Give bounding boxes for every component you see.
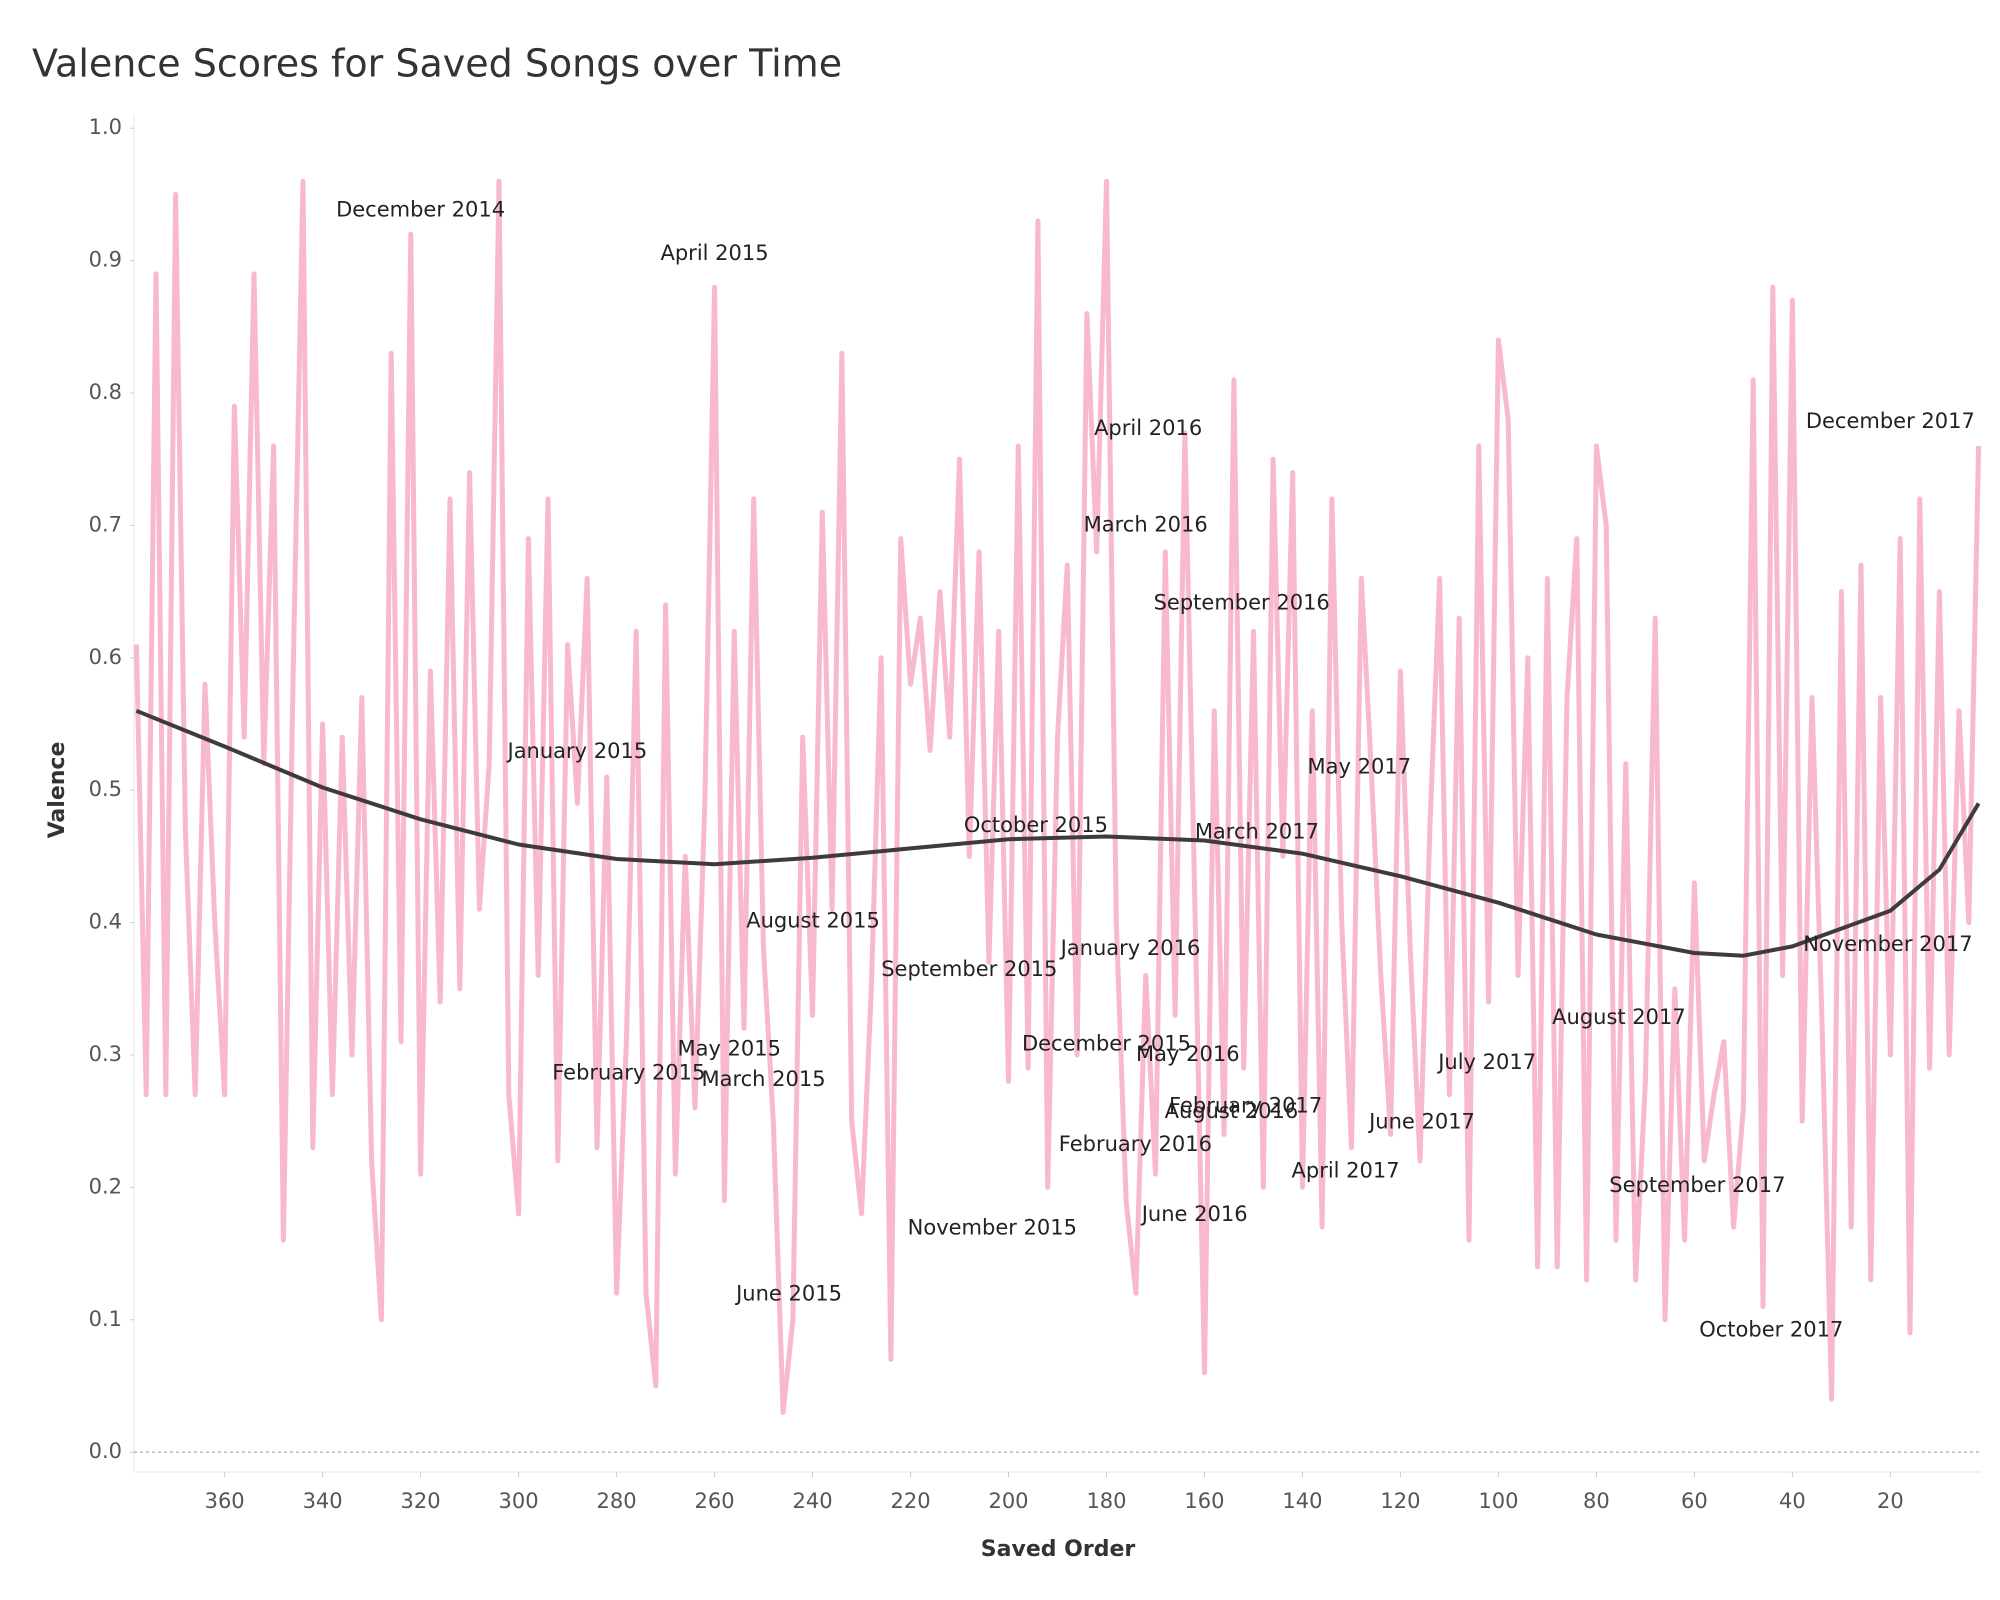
x-tick-label: 200 <box>988 1489 1028 1513</box>
annotation: October 2017 <box>1699 1317 1843 1341</box>
x-tick-label: 140 <box>1282 1489 1322 1513</box>
x-tick-label: 240 <box>792 1489 832 1513</box>
valence-line <box>133 178 1982 1415</box>
annotation: April 2016 <box>1094 416 1202 440</box>
annotation: August 2017 <box>1552 1005 1686 1029</box>
annotation: April 2015 <box>660 241 768 265</box>
annotation: January 2016 <box>1059 936 1201 960</box>
x-tick-label: 320 <box>401 1489 441 1513</box>
chart-title: Valence Scores for Saved Songs over Time <box>32 42 842 86</box>
annotation: February 2015 <box>552 1061 705 1085</box>
annotation: March 2016 <box>1084 512 1208 536</box>
x-tick-label: 160 <box>1184 1489 1224 1513</box>
annotation: November 2017 <box>1803 932 1972 956</box>
x-tick-label: 260 <box>695 1489 735 1513</box>
annotation: May 2016 <box>1136 1042 1240 1066</box>
y-tick-label: 1.0 <box>89 115 122 139</box>
annotation: January 2015 <box>506 739 648 763</box>
x-tick-label: 60 <box>1681 1489 1708 1513</box>
annotation: September 2015 <box>881 957 1057 981</box>
x-tick-label: 280 <box>597 1489 637 1513</box>
annotation: May 2015 <box>677 1037 781 1061</box>
annotation: March 2017 <box>1195 820 1319 844</box>
annotation: March 2015 <box>701 1067 825 1091</box>
x-tick-label: 120 <box>1380 1489 1420 1513</box>
annotation: September 2017 <box>1609 1173 1785 1197</box>
y-tick-label: 0.8 <box>89 380 122 404</box>
y-tick-label: 0.5 <box>89 777 122 801</box>
annotation: July 2017 <box>1436 1050 1536 1074</box>
x-tick-label: 20 <box>1877 1489 1904 1513</box>
x-tick-label: 100 <box>1478 1489 1518 1513</box>
annotation: April 2017 <box>1292 1158 1400 1182</box>
y-tick-label: 0.4 <box>89 910 122 934</box>
annotation: December 2017 <box>1806 409 1975 433</box>
x-axis-title: Saved Order <box>981 1537 1136 1562</box>
annotation: October 2015 <box>964 813 1108 837</box>
x-tick-label: 40 <box>1779 1489 1806 1513</box>
y-axis-title: Valence <box>45 742 70 839</box>
y-tick-label: 0.7 <box>89 512 122 536</box>
y-tick-label: 0.6 <box>89 645 122 669</box>
annotation: August 2016 <box>1165 1099 1299 1123</box>
x-tick-label: 360 <box>205 1489 245 1513</box>
annotation: November 2015 <box>908 1215 1077 1239</box>
annotation: August 2015 <box>746 908 880 932</box>
annotation: May 2017 <box>1308 755 1412 779</box>
x-tick-label: 180 <box>1086 1489 1126 1513</box>
annotation: September 2016 <box>1154 591 1330 615</box>
x-tick-label: 300 <box>499 1489 539 1513</box>
annotation: February 2017 <box>1169 1094 1322 1118</box>
annotation: December 2015 <box>1022 1031 1191 1055</box>
annotation: December 2014 <box>336 197 505 221</box>
y-tick-label: 0.1 <box>89 1307 122 1331</box>
x-tick-label: 220 <box>890 1489 930 1513</box>
y-tick-label: 0.3 <box>89 1042 122 1066</box>
trend-line <box>135 708 1981 958</box>
x-tick-label: 340 <box>303 1489 343 1513</box>
y-tick-label: 0.9 <box>89 248 122 272</box>
y-tick-label: 0.2 <box>89 1174 122 1198</box>
annotation: June 2015 <box>734 1282 842 1306</box>
x-tick-label: 80 <box>1583 1489 1610 1513</box>
annotation: June 2016 <box>1140 1202 1248 1226</box>
annotation: February 2016 <box>1059 1132 1212 1156</box>
annotation: June 2017 <box>1367 1109 1475 1133</box>
y-tick-label: 0.0 <box>89 1439 122 1463</box>
